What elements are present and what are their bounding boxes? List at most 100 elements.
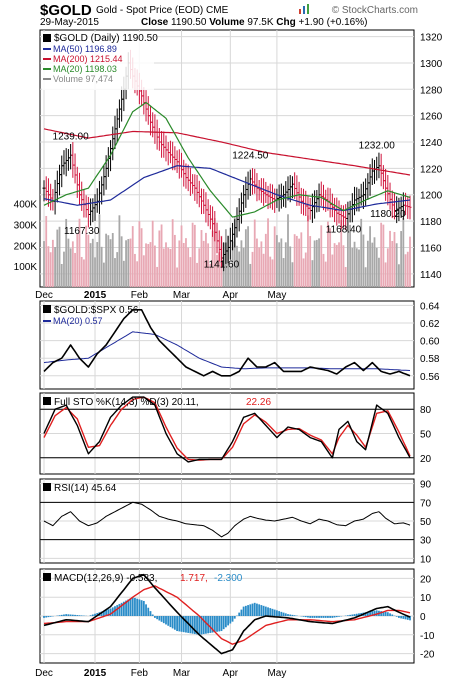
macd-histogram-bar (384, 611, 387, 616)
rsi-y-tick-label: 90 (420, 480, 432, 491)
ma200-line (43, 128, 411, 176)
price-legend-item: MA(50) 1196.89 (53, 44, 117, 54)
macd-histogram-bar (145, 604, 147, 616)
ratio-frame (39, 300, 415, 390)
sto-title-swatch (43, 397, 51, 405)
macd-histogram-bar (302, 616, 305, 617)
macd-y-tick-label: -20 (420, 650, 435, 661)
macd-histogram-bar (406, 616, 409, 620)
macd-histogram-bar (127, 599, 130, 616)
macd-histogram-bar (105, 609, 108, 616)
ratio-y-tick-label: 0.60 (420, 337, 440, 348)
volume-bar (371, 242, 374, 287)
volume-bar (267, 218, 269, 287)
volume-bar (293, 234, 296, 287)
ratio-y-tick-label: 0.64 (420, 301, 440, 312)
macd-histogram-bar (258, 604, 261, 616)
volume-bar (360, 218, 363, 287)
volume-bar (189, 257, 192, 287)
volume-bar (85, 225, 88, 287)
price-legend-item: Volume 97,474 (53, 74, 113, 84)
volume-bar (333, 243, 336, 287)
macd-histogram-bar (134, 597, 136, 616)
volume-bar (89, 243, 92, 287)
price-legend-item: MA(200) 1215.44 (53, 54, 123, 64)
macd-histogram-bar (76, 615, 79, 616)
volume-bar (131, 226, 134, 287)
price-title-swatch (43, 34, 51, 42)
macd-histogram-bar (65, 614, 68, 616)
macd-histogram-bar (205, 616, 207, 634)
volume-bar (114, 258, 116, 287)
volume-bar (378, 257, 380, 287)
volume-bar (307, 215, 309, 287)
volume-bar (331, 254, 334, 287)
macd-histogram-bar (180, 616, 183, 632)
macd-histogram-bar (335, 616, 338, 618)
price-annotation: 1167.30 (64, 226, 100, 237)
volume-bar (118, 215, 121, 287)
volume-bar (54, 247, 56, 287)
volume-bar (165, 242, 167, 287)
macd-histogram-bar (178, 616, 181, 632)
volume-tick-label: 300K (14, 220, 38, 231)
macd-histogram-bar (109, 608, 112, 616)
volume-bar (291, 262, 294, 287)
macd-histogram-bar (322, 616, 325, 618)
volume-bar (76, 233, 79, 287)
macd-histogram-bar (211, 616, 214, 633)
macd-histogram-bar (307, 616, 309, 618)
macd-histogram-bar (167, 616, 170, 626)
macd-histogram-bar (333, 616, 336, 618)
volume-bar (120, 236, 123, 287)
quote-stats: Close 1190.50 Volume 97.5K Chg +1.90 (+0… (141, 17, 367, 28)
macd-histogram-bar (122, 601, 125, 616)
volume-bar (167, 247, 170, 287)
macd-histogram-bar (382, 611, 385, 616)
volume-bar (129, 238, 132, 287)
volume-bar (178, 240, 181, 287)
price-y-tick-label: 1280 (420, 85, 443, 96)
ratio-line (43, 309, 411, 377)
volume-bar (362, 234, 365, 287)
macd-histogram-bar (100, 611, 103, 616)
price-annotation: 1141.60 (204, 260, 240, 271)
macd-histogram-bar (320, 616, 323, 618)
ratio-y-tick-label: 0.62 (420, 319, 440, 330)
macd-histogram-bar (231, 616, 234, 622)
volume-bar (258, 247, 261, 287)
macd-histogram-bar (244, 605, 247, 616)
volume-bar (346, 230, 349, 287)
volume-bar (176, 267, 178, 287)
macd-histogram-bar (191, 616, 194, 634)
volume-bar (51, 239, 54, 287)
volume-bar (260, 241, 263, 287)
volume-bar (269, 256, 272, 287)
macd-histogram-bar (96, 612, 99, 616)
price-annotation: 1224.50 (232, 150, 269, 161)
volume-bar (384, 262, 387, 287)
volume-bar (244, 229, 247, 287)
macd-histogram-bar (118, 603, 121, 616)
volume-bar (193, 224, 196, 287)
volume-bar (80, 256, 83, 287)
macd-histogram-bar (91, 614, 94, 616)
macd-histogram-bar (69, 614, 72, 616)
volume-bar (289, 246, 292, 287)
volume-bar (304, 252, 307, 287)
volume-bar (284, 242, 287, 287)
volume-bar (191, 222, 194, 287)
volume-bar (160, 224, 163, 287)
volume-bar (282, 258, 285, 287)
volume-bar (102, 262, 105, 287)
macd-histogram-bar (276, 610, 278, 616)
volume-bar (49, 252, 52, 287)
volume-bar (247, 226, 249, 287)
volume-bar (236, 245, 238, 287)
macd-y-tick-label: -10 (420, 631, 435, 642)
volume-bar (400, 231, 403, 287)
close-label: Close (141, 17, 169, 28)
rsi-y-tick-label: 10 (420, 554, 432, 565)
volume-bar (233, 216, 236, 287)
